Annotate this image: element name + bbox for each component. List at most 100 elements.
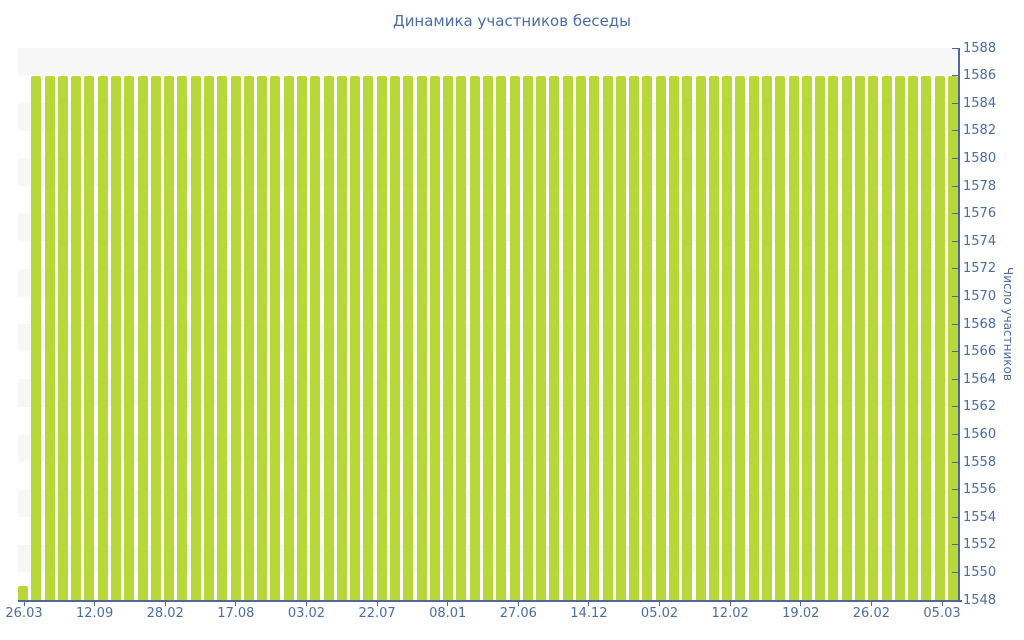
x-tick-label: 28.02 [146, 606, 184, 621]
y-tick-label: 1558 [963, 454, 997, 470]
bar [948, 75, 958, 600]
x-tick-mark [870, 602, 872, 606]
bar [257, 75, 268, 600]
bar [788, 75, 799, 600]
bar [762, 75, 772, 600]
bar [642, 75, 653, 600]
bar [403, 75, 414, 600]
bar [57, 75, 68, 600]
bar [469, 75, 480, 600]
bar [190, 75, 201, 600]
y-tick-mark [952, 599, 959, 601]
y-tick-label: 1550 [963, 564, 997, 580]
bar [894, 75, 905, 600]
x-tick-mark [941, 602, 943, 606]
bar [230, 75, 241, 600]
bar [270, 75, 281, 600]
bar [137, 75, 148, 600]
bar [536, 75, 547, 600]
y-tick-mark [952, 268, 959, 270]
bar [71, 75, 82, 600]
x-axis-line [18, 600, 962, 602]
x-tick-label: 17.08 [217, 606, 255, 621]
y-tick-mark [952, 102, 959, 104]
bar [828, 75, 839, 600]
y-tick-label: 1562 [963, 399, 997, 415]
plot-area [18, 48, 958, 600]
y-tick-mark [952, 378, 959, 380]
bar [708, 75, 719, 600]
y-tick-mark [952, 489, 959, 491]
y-tick-label: 1548 [963, 592, 997, 608]
bar [615, 75, 626, 600]
bar [124, 75, 135, 600]
bar [549, 75, 560, 600]
y-axis-title: Число участников [1001, 267, 1015, 381]
x-tick-label: 14.12 [570, 606, 608, 621]
bar [376, 75, 387, 600]
y-tick-label: 1552 [963, 537, 997, 553]
bar [934, 75, 945, 600]
bar [97, 75, 108, 600]
y-tick-label: 1584 [963, 95, 997, 111]
x-tick-mark [23, 602, 25, 606]
bar [881, 75, 892, 600]
y-tick-mark [952, 75, 959, 77]
x-tick-mark [800, 602, 802, 606]
y-tick-label: 1588 [963, 40, 997, 56]
x-tick-mark [376, 602, 378, 606]
x-tick-label: 12.09 [76, 606, 114, 621]
x-tick-label: 26.03 [5, 606, 43, 621]
bar [735, 75, 746, 600]
x-tick-label: 05.03 [923, 606, 961, 621]
bar [921, 75, 932, 600]
y-tick-mark [952, 185, 959, 187]
x-tick-mark [305, 602, 307, 606]
x-tick-label: 03.02 [287, 606, 326, 621]
bar [655, 75, 666, 600]
bar [443, 75, 454, 600]
bar [775, 75, 786, 600]
bar [868, 75, 879, 600]
x-tick-label: 22.07 [358, 606, 396, 621]
bar [363, 75, 374, 600]
bar [908, 75, 919, 600]
y-tick-label: 1554 [963, 509, 997, 525]
bar [669, 75, 679, 600]
x-tick-label: 19.02 [782, 606, 820, 621]
y-tick-mark [952, 406, 959, 408]
x-tick-mark [517, 602, 519, 606]
y-tick-label: 1582 [963, 123, 997, 139]
y-axis-line [958, 48, 960, 602]
bar [283, 75, 294, 600]
x-tick-mark [235, 602, 237, 606]
bar [31, 75, 42, 600]
y-tick-mark [952, 516, 959, 518]
x-tick-label: 12.02 [711, 606, 749, 621]
bar [243, 75, 254, 600]
x-tick-mark [447, 602, 449, 606]
bar [217, 75, 228, 600]
bar [522, 75, 533, 600]
bar [496, 75, 507, 600]
x-tick-mark [94, 602, 96, 606]
y-tick-mark [952, 544, 959, 546]
bar [150, 75, 161, 600]
bar [18, 586, 28, 600]
bar [483, 75, 493, 600]
y-tick-mark [952, 213, 959, 215]
y-tick-label: 1568 [963, 316, 997, 332]
y-tick-mark [952, 351, 959, 353]
bar [509, 75, 520, 600]
bar [855, 75, 865, 600]
bar [748, 75, 759, 600]
x-tick-mark [588, 602, 590, 606]
bar [390, 75, 400, 600]
y-tick-label: 1578 [963, 178, 997, 194]
bar [562, 75, 573, 600]
y-tick-mark [952, 47, 959, 49]
bar [164, 75, 175, 600]
y-tick-label: 1586 [963, 68, 997, 84]
y-tick-label: 1564 [963, 371, 997, 387]
bar [695, 75, 706, 600]
